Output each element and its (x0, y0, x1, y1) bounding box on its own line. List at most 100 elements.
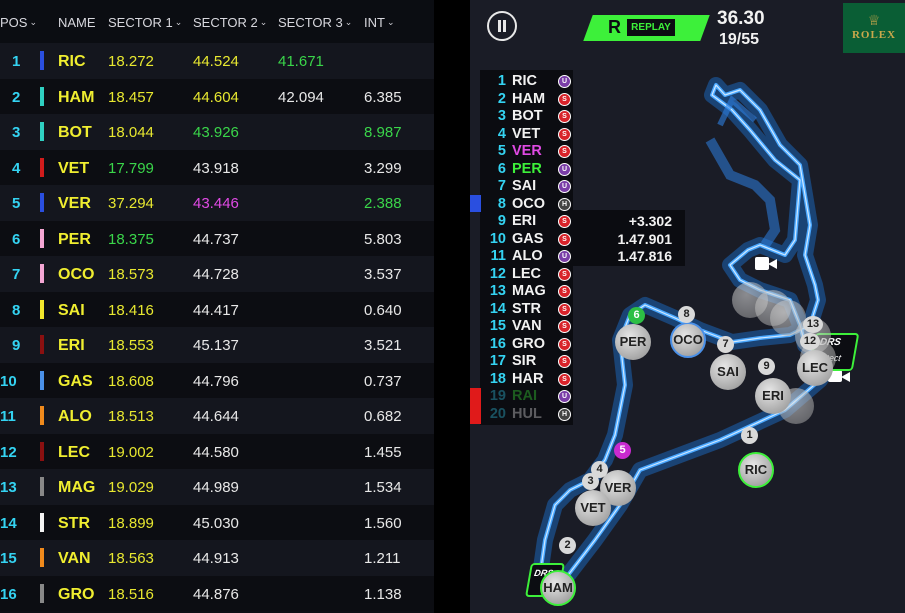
order-position: 8 (497, 195, 506, 212)
sector-2-time: 44.604 (193, 88, 239, 106)
order-item[interactable]: 2 HAM S (480, 90, 573, 108)
car-marker-ham[interactable]: HAM (540, 570, 576, 606)
gap-value: 1.47.816 (617, 248, 673, 264)
order-item[interactable]: 10 GAS S (480, 230, 573, 248)
order-item[interactable]: 6 PER U (480, 160, 573, 178)
position-pin: 1 (741, 427, 758, 444)
order-driver: VER (512, 143, 542, 159)
order-position: 14 (489, 300, 506, 317)
car-marker-per[interactable]: PER (615, 324, 651, 360)
tyre-compound-icon: H (558, 407, 571, 421)
chevron-down-icon: ⌄ (386, 17, 395, 27)
table-row[interactable]: 3 BOT 18.044 43.926 8.987 (0, 114, 434, 150)
interval: 3.521 (364, 337, 402, 354)
order-item[interactable]: 18 HAR S (480, 370, 573, 388)
col-s1-header[interactable]: SECTOR 1 ⌄ (108, 15, 183, 30)
order-driver: PER (512, 160, 542, 177)
order-position: 19 (489, 388, 506, 404)
table-row[interactable]: 8 SAI 18.416 44.417 0.640 (0, 291, 434, 327)
order-driver: ALO (512, 248, 543, 264)
col-s2-header[interactable]: SECTOR 2 ⌄ (193, 15, 268, 30)
sector-1-time: 18.513 (108, 408, 154, 425)
table-row[interactable]: 1 RIC 18.272 44.524 41.671 (0, 43, 434, 79)
table-row[interactable]: 12 LEC 19.002 44.580 1.455 (0, 433, 434, 469)
tyre-compound-icon: S (558, 110, 571, 123)
order-item[interactable]: 8 OCO H (480, 195, 573, 213)
sector-1-time: 18.416 (108, 301, 154, 319)
tyre-compound-icon: S (558, 232, 571, 246)
order-item[interactable]: 20 HUL H (480, 405, 573, 423)
team-color-bar (40, 335, 44, 354)
col-name-header[interactable]: NAME (58, 15, 96, 30)
table-row[interactable]: 11 ALO 18.513 44.644 0.682 (0, 398, 434, 434)
table-row[interactable]: 4 VET 17.799 43.918 3.299 (0, 149, 434, 185)
car-marker-ver[interactable]: VER (600, 470, 636, 506)
team-color-bar (40, 441, 44, 461)
driver-code: OCO (58, 266, 95, 283)
order-item[interactable]: 14 STR S (480, 300, 573, 318)
sector-2-time: 45.137 (193, 337, 239, 354)
order-item[interactable]: 7 SAI U (480, 177, 573, 195)
pause-button[interactable] (487, 11, 517, 41)
order-driver: GAS (512, 230, 544, 247)
car-marker-ric[interactable]: RIC (738, 452, 774, 488)
table-row[interactable]: 2 HAM 18.457 44.604 42.094 6.385 (0, 78, 434, 114)
sector-1-time: 18.375 (108, 230, 154, 248)
chevron-down-icon: ⌄ (344, 17, 353, 27)
table-row[interactable]: 14 STR 18.899 45.030 1.560 (0, 504, 434, 540)
driver-code: RIC (58, 53, 86, 70)
table-row[interactable]: 16 GRO 18.516 44.876 1.138 (0, 575, 434, 611)
sponsor-logo: ♕ ROLEX (843, 3, 905, 53)
interval: 3.299 (364, 159, 402, 177)
replay-label[interactable]: REPLAY (627, 19, 675, 36)
interval: 1.138 (364, 585, 402, 603)
order-item[interactable]: 15 VAN S (480, 317, 573, 335)
table-row[interactable]: 9 ERI 18.553 45.137 3.521 (0, 327, 434, 363)
table-row[interactable]: 5 VER 37.294 43.446 2.388 (0, 185, 434, 221)
driver-code: STR (58, 514, 90, 532)
order-position: 12 (489, 265, 506, 282)
table-row[interactable]: 6 PER 18.375 44.737 5.803 (0, 220, 434, 256)
col-pos-header[interactable]: POS ⌄ (0, 15, 38, 30)
row-position: 6 (12, 230, 21, 248)
team-color-bar (40, 512, 44, 532)
order-item[interactable]: 12 LEC S (480, 265, 573, 283)
order-item[interactable]: 16 GRO S (480, 335, 573, 353)
table-row[interactable]: 13 MAG 19.029 44.989 1.534 (0, 469, 434, 505)
position-pin: 3 (582, 473, 599, 490)
driver-code: VET (58, 159, 90, 177)
car-marker-vet[interactable]: VET (575, 490, 611, 526)
divider (434, 0, 470, 613)
order-item[interactable]: 17 SIR S (480, 352, 573, 370)
order-item[interactable]: 5 VER S (480, 142, 573, 160)
interval: 5.803 (364, 230, 402, 248)
order-item[interactable]: 9 ERI S (480, 212, 573, 230)
interval: 3.537 (364, 266, 402, 283)
interval: 2.388 (364, 195, 402, 212)
car-marker-oco[interactable]: OCO (670, 322, 706, 358)
table-row[interactable]: 10 GAS 18.608 44.796 0.737 (0, 362, 434, 398)
table-row[interactable]: 7 OCO 18.573 44.728 3.537 (0, 256, 434, 292)
order-position: 18 (489, 370, 506, 387)
col-s3-header[interactable]: SECTOR 3 ⌄ (278, 15, 353, 30)
table-row[interactable]: 15 VAN 18.563 44.913 1.211 (0, 540, 434, 576)
order-item[interactable]: 4 VET S (480, 125, 573, 143)
car-marker-sai[interactable]: SAI (710, 354, 746, 390)
row-position: 16 (0, 585, 17, 603)
team-color-bar (40, 51, 44, 70)
gap-value: +3.302 (628, 213, 672, 229)
track-map-panel: R REPLAY 36.30 19/55 ♕ ROLEX 1 RIC U 2 HAM S 3… (470, 0, 905, 613)
camera-icon[interactable] (755, 255, 777, 271)
order-item[interactable]: 11 ALO U (480, 247, 573, 265)
order-item[interactable]: 3 BOT S (480, 107, 573, 125)
car-marker-lec[interactable]: LEC (797, 350, 833, 386)
order-item[interactable]: 1 RIC U (480, 72, 573, 90)
sector-1-time: 18.044 (108, 124, 154, 141)
tyre-compound-icon: U (558, 75, 571, 88)
col-int-header[interactable]: INT ⌄ (364, 15, 395, 30)
position-pin: 8 (678, 306, 695, 323)
order-item[interactable]: 13 MAG S (480, 282, 573, 300)
order-item[interactable]: 19 RAI U (480, 387, 573, 405)
car-marker-eri[interactable]: ERI (755, 378, 791, 414)
order-position: 20 (489, 405, 506, 422)
